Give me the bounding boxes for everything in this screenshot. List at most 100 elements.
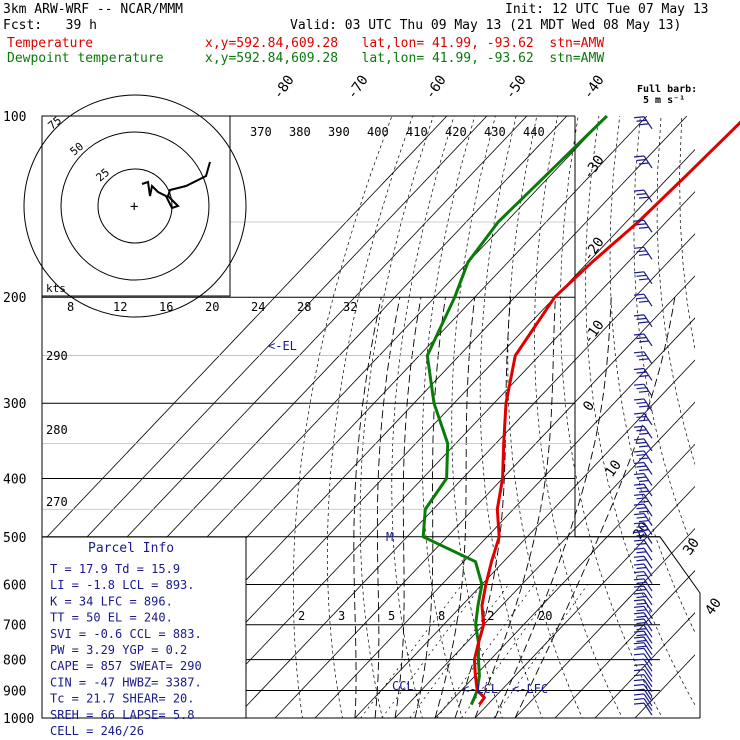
wind-barb-feather (633, 246, 645, 249)
hodograph-units: kts (46, 282, 66, 295)
wind-barb-feather (638, 340, 650, 343)
wind-barb-feather (636, 274, 647, 277)
isotherm-line (514, 527, 695, 718)
parcel-info-row: CELL = 246/26 (50, 724, 144, 738)
wind-barb (643, 563, 653, 577)
wind-barb-feather (633, 702, 645, 705)
wind-barb-feather (633, 412, 645, 415)
mixing-ratio-label: 2 (298, 609, 305, 623)
wind-barb (643, 605, 653, 619)
wind-barb-feather (633, 563, 645, 566)
pressure-label: 200 (3, 291, 26, 306)
wind-barb-feather (636, 250, 647, 253)
wind-barb (643, 612, 653, 626)
temperature-legend: Temperature (7, 36, 94, 51)
mixing-ratio-label: 8 (438, 609, 445, 623)
pressure-label: 500 (3, 531, 26, 546)
wind-barb-feather (638, 405, 650, 408)
parcel-info-row: CAPE = 857 SWEAT= 290 (50, 659, 202, 673)
wind-barb (643, 702, 653, 716)
wind-barb-feather (638, 432, 650, 435)
wind-barb (643, 693, 653, 707)
wind-barb (643, 647, 653, 661)
temp-tick-label: 40 (702, 595, 725, 618)
isotherm-line (42, 116, 448, 543)
wind-barb-feather (633, 642, 645, 645)
wind-barb (643, 698, 653, 711)
theta-e-label: 420 (445, 125, 467, 139)
wind-barb-feather (638, 300, 650, 303)
dry-adiabat (679, 116, 695, 352)
wind-barb-feather (636, 476, 647, 479)
wind-barb-feather (636, 119, 647, 122)
temp-tick-label: -50 (502, 72, 530, 102)
wind-barb-feather (638, 390, 650, 393)
isotherm-line (474, 485, 695, 718)
wind-barb (643, 669, 653, 682)
hodograph-speed-label: 20 (205, 300, 219, 314)
temp-tick-label: -10 (580, 317, 608, 347)
theta-e-label: 440 (523, 125, 545, 139)
hodograph-ring (60, 131, 210, 281)
hodograph-speed-label: 28 (297, 300, 311, 314)
wind-barb-feather (636, 336, 647, 340)
wind-barb (643, 618, 653, 632)
dry-adiabat (656, 116, 695, 466)
valid-time: Valid: 03 UTC Thu 09 May 13 (21 MDT Wed … (290, 18, 682, 33)
wind-barb (643, 462, 653, 475)
wind-barb-feather (633, 219, 645, 222)
wind-barb-feather (638, 162, 650, 165)
wind-barb-feather (636, 542, 647, 546)
theta-e-label: 400 (367, 125, 389, 139)
wind-barb-feather (636, 223, 647, 226)
theta-label-left: 290 (46, 349, 68, 363)
wind-barb-feather (633, 693, 645, 696)
wind-barb-feather (636, 534, 647, 537)
dry-adiabat (451, 116, 503, 718)
wind-barb-feather (633, 512, 645, 516)
wind-barb-feather (633, 333, 645, 336)
wind-barb-feather (633, 688, 645, 691)
wind-barb-feather (633, 697, 645, 701)
wind-barb-feather (636, 429, 647, 432)
wind-barb-feather (633, 570, 645, 574)
wind-barb (643, 368, 653, 381)
parcel-info-row: SREH = 66 LAPSE= 5.8 (50, 708, 195, 722)
wind-barb-feather (633, 555, 645, 558)
wind-barb (643, 630, 653, 644)
wind-barb-feather (636, 465, 647, 468)
wind-barb-feather (633, 425, 645, 428)
wind-barb (643, 425, 653, 439)
isotherm-line (154, 148, 695, 718)
wind-barb (643, 116, 653, 130)
wind-barb (643, 522, 653, 536)
isotherm-line (634, 654, 695, 718)
temp-tick-label: -40 (580, 72, 608, 102)
temp-tick-label: -70 (344, 72, 372, 102)
wind-barb-feather (636, 551, 647, 554)
wind-barb-feather (638, 445, 650, 448)
mixing-ratio-line (360, 584, 463, 718)
isotherm-line (434, 443, 695, 718)
wind-barb (643, 642, 653, 656)
temp-tick-label: 30 (680, 535, 703, 558)
wind-barb-feather (638, 123, 650, 126)
wind-barb (643, 653, 653, 667)
wind-barb (643, 189, 653, 203)
isotherm-line (394, 401, 695, 718)
wind-barb (643, 246, 653, 260)
parcel-info-row: Tc = 21.7 SHEAR= 20. (50, 692, 195, 706)
wind-barb-feather (638, 519, 650, 523)
dry-adiabat (534, 116, 623, 718)
dewpoint-profile (421, 114, 608, 706)
wind-barb-feather (633, 351, 645, 354)
wind-barb-feather (633, 630, 645, 633)
theta-e-label: 370 (250, 125, 272, 139)
wind-barb-feather (638, 457, 650, 460)
wind-barb-feather (633, 647, 645, 650)
wind-barb-feather (636, 401, 647, 405)
moist-adiabat (474, 297, 556, 718)
mixing-ratio-label: 5 (388, 609, 395, 623)
wind-barb (643, 351, 653, 365)
wind-barb-feather (636, 441, 647, 444)
